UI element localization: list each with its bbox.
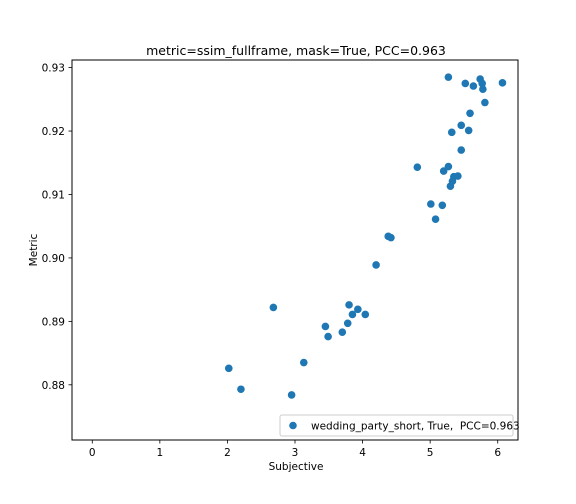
y-tick-label: 0.92 [42, 126, 65, 138]
data-point [466, 109, 474, 118]
data-point [413, 163, 422, 172]
data-point [361, 310, 370, 319]
data-point [299, 358, 308, 367]
data-point [478, 79, 486, 88]
y-tick-label: 0.93 [42, 63, 65, 75]
data-point [498, 79, 507, 87]
data-point [444, 73, 453, 81]
data-point [447, 128, 456, 137]
data-point [431, 215, 440, 224]
data-point [481, 98, 489, 107]
data-point [461, 79, 470, 88]
plot-area-frame [71, 59, 519, 441]
data-point [387, 233, 395, 242]
legend: wedding_party_short, True, PCC=0.963 [279, 414, 520, 437]
data-point [343, 319, 352, 328]
chart-title: metric=ssim_fullframe, mask=True, PCC=0.… [146, 43, 446, 58]
y-tick-label: 0.90 [42, 253, 65, 265]
x-axis-label: Subjective [269, 461, 324, 473]
data-point [287, 391, 296, 399]
data-point [372, 261, 380, 269]
x-tick-label: 5 [427, 447, 434, 459]
data-point [224, 364, 233, 373]
y-axis-ticks: 0.88 0.89 0.90 0.91 0.92 0.93 [42, 63, 72, 392]
y-axis-label: Metric [28, 233, 40, 266]
data-point [354, 305, 362, 314]
scatter-points [224, 73, 507, 399]
data-point [479, 85, 487, 93]
data-point [427, 200, 435, 208]
data-point [464, 126, 473, 135]
data-point [338, 328, 347, 336]
data-point [469, 82, 478, 90]
x-tick-label: 0 [89, 447, 96, 459]
x-axis-ticks: 0 1 2 3 4 5 6 [89, 440, 501, 459]
y-tick-label: 0.89 [42, 316, 65, 328]
data-point [439, 167, 448, 175]
data-point [348, 310, 357, 319]
y-tick-label: 0.88 [42, 380, 65, 392]
data-point [457, 146, 466, 154]
x-tick-label: 4 [359, 447, 366, 459]
legend-entry-label: wedding_party_short, True, PCC=0.963 [311, 421, 520, 433]
data-point [321, 322, 330, 331]
x-tick-label: 3 [292, 447, 299, 459]
data-point [237, 385, 245, 394]
data-point [345, 301, 353, 309]
data-point [438, 201, 447, 210]
x-tick-label: 6 [494, 447, 501, 459]
x-tick-label: 2 [224, 447, 231, 459]
data-point [269, 303, 278, 312]
data-point [444, 162, 453, 171]
y-tick-label: 0.91 [42, 189, 65, 201]
x-tick-label: 1 [157, 447, 164, 459]
legend-marker [289, 421, 297, 430]
data-point [457, 121, 466, 130]
data-point [324, 332, 332, 341]
legend-box [279, 414, 514, 437]
data-point [454, 172, 462, 180]
